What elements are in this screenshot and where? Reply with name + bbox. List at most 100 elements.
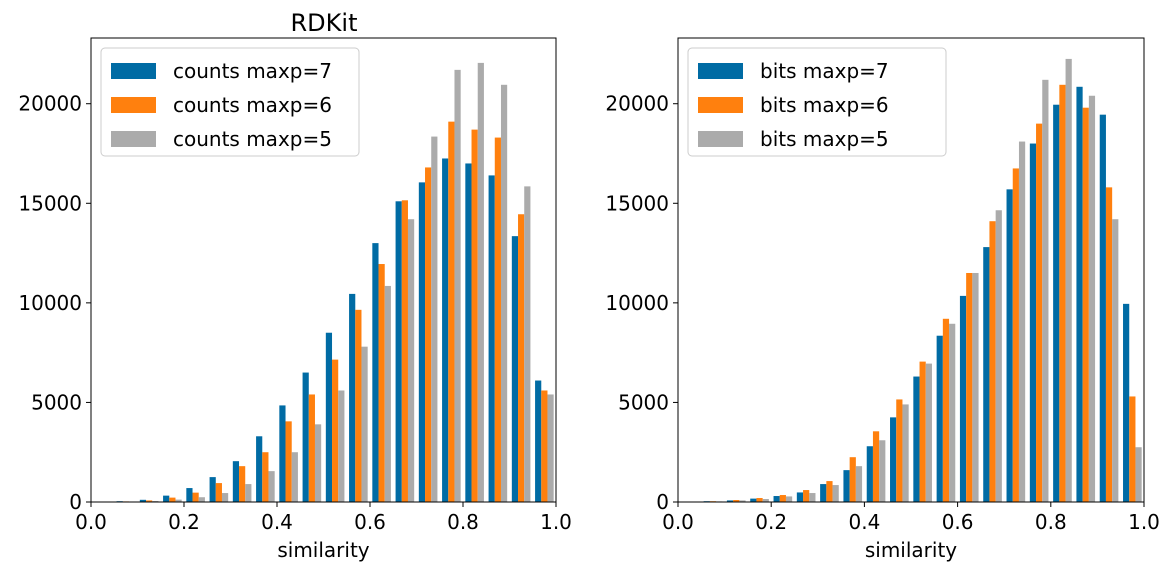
bar bbox=[541, 390, 547, 502]
bar bbox=[1083, 108, 1089, 502]
bar bbox=[210, 477, 216, 502]
bar bbox=[833, 485, 839, 502]
bar bbox=[448, 122, 454, 502]
y-tick-label: 15000 bbox=[605, 191, 669, 215]
bar bbox=[408, 219, 414, 502]
bar bbox=[856, 466, 862, 502]
x-tick-label: 1.0 bbox=[1128, 510, 1160, 534]
legend-label: counts maxp=6 bbox=[173, 93, 332, 117]
legend-swatch bbox=[111, 131, 156, 147]
x-tick-label: 0.2 bbox=[168, 510, 200, 534]
bar bbox=[809, 493, 815, 502]
bar bbox=[983, 247, 989, 502]
bar bbox=[1135, 447, 1141, 502]
legend-label: counts maxp=7 bbox=[173, 59, 332, 83]
y-tick-label: 20000 bbox=[605, 92, 669, 116]
x-tick-label: 0.6 bbox=[942, 510, 974, 534]
legend-swatch bbox=[698, 97, 743, 113]
bar bbox=[379, 264, 385, 502]
bar bbox=[286, 421, 292, 502]
bar bbox=[279, 405, 285, 502]
bar bbox=[926, 364, 932, 502]
bar bbox=[402, 200, 408, 502]
bar bbox=[1066, 59, 1072, 502]
y-tick-label: 5000 bbox=[618, 390, 669, 414]
bar bbox=[419, 182, 425, 502]
bar bbox=[879, 440, 885, 502]
bar bbox=[826, 481, 832, 502]
bar bbox=[820, 484, 826, 502]
chart-title: RDKit bbox=[291, 9, 358, 37]
bar bbox=[774, 496, 780, 502]
bar bbox=[169, 498, 175, 502]
bar bbox=[547, 394, 553, 502]
bar bbox=[465, 163, 471, 502]
bar bbox=[524, 186, 530, 502]
bar bbox=[512, 236, 518, 502]
y-tick-label: 20000 bbox=[18, 92, 82, 116]
bar bbox=[1053, 105, 1059, 502]
bar bbox=[193, 493, 199, 502]
bar bbox=[338, 390, 344, 502]
bar bbox=[1129, 396, 1135, 502]
bar bbox=[518, 214, 524, 502]
bar bbox=[989, 221, 995, 502]
bar bbox=[960, 296, 966, 502]
y-tick-label: 10000 bbox=[605, 291, 669, 315]
bar bbox=[850, 457, 856, 502]
bar bbox=[873, 431, 879, 502]
bar bbox=[972, 273, 978, 502]
bar bbox=[385, 286, 391, 502]
bar bbox=[309, 394, 315, 502]
bar bbox=[943, 319, 949, 502]
bar bbox=[454, 70, 460, 502]
bar bbox=[756, 498, 762, 502]
bar bbox=[349, 294, 355, 502]
bar bbox=[489, 175, 495, 502]
legend-swatch bbox=[698, 131, 743, 147]
bar bbox=[425, 167, 431, 502]
x-tick-label: 0.6 bbox=[354, 510, 386, 534]
bar bbox=[478, 63, 484, 502]
bar bbox=[361, 347, 367, 502]
legend-label: counts maxp=5 bbox=[173, 127, 332, 151]
bar bbox=[803, 490, 809, 502]
bar bbox=[396, 201, 402, 502]
legend: counts maxp=7 counts maxp=6 counts maxp=5 bbox=[101, 48, 359, 156]
bar bbox=[786, 496, 792, 502]
x-tick-label: 0.4 bbox=[261, 510, 293, 534]
bar bbox=[268, 471, 274, 502]
legend-label: bits maxp=7 bbox=[760, 59, 889, 83]
bar bbox=[332, 360, 338, 502]
bar bbox=[780, 495, 786, 502]
bar bbox=[303, 373, 309, 502]
bar bbox=[239, 466, 245, 502]
bar bbox=[1042, 80, 1048, 502]
bar bbox=[233, 461, 239, 502]
bar bbox=[797, 492, 803, 502]
bar bbox=[495, 138, 501, 502]
bar bbox=[913, 377, 919, 502]
y-tick-label: 10000 bbox=[18, 291, 82, 315]
bar bbox=[1030, 144, 1036, 502]
x-tick-label: 1.0 bbox=[540, 510, 572, 534]
bar bbox=[937, 336, 943, 502]
bar bbox=[199, 497, 205, 502]
legend-label: bits maxp=5 bbox=[760, 127, 889, 151]
bar bbox=[372, 243, 378, 502]
bar bbox=[843, 470, 849, 502]
bar bbox=[1106, 187, 1112, 502]
x-tick-label: 0.8 bbox=[1035, 510, 1067, 534]
bar bbox=[1100, 115, 1106, 502]
bar bbox=[867, 446, 873, 502]
legend-label: bits maxp=6 bbox=[760, 93, 889, 117]
bar bbox=[292, 452, 298, 502]
bar bbox=[216, 483, 222, 502]
x-axis-label: similarity bbox=[277, 538, 369, 562]
x-tick-label: 0.4 bbox=[848, 510, 880, 534]
bar bbox=[750, 499, 756, 502]
bar bbox=[355, 310, 361, 502]
